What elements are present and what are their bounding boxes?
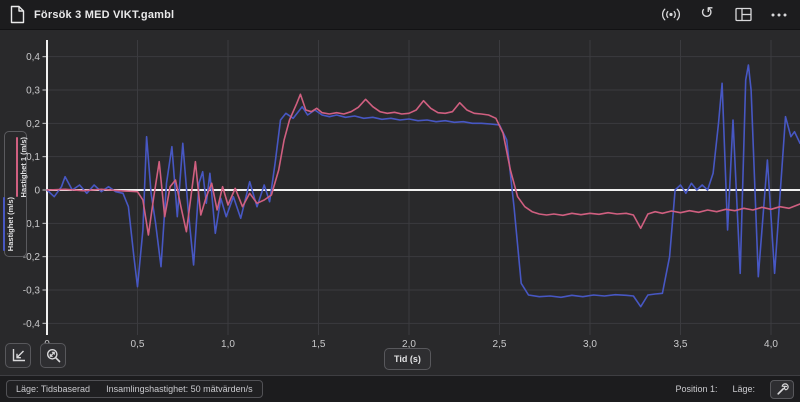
y-axis-series-1: Hastighet (m/s) [2,196,16,251]
svg-text:0,5: 0,5 [131,339,145,350]
svg-text:-0,1: -0,1 [23,219,41,230]
file-title[interactable]: Försök 3 MED VIKT.gambl [34,8,175,21]
sensor-signal-icon[interactable] [660,4,682,26]
svg-text:2,5: 2,5 [493,339,507,350]
svg-text:0,4: 0,4 [26,52,40,63]
graph-tools-button[interactable] [5,343,31,368]
svg-text:2,0: 2,0 [402,339,416,350]
more-options-icon[interactable] [768,4,790,26]
blue-series-color-bar [2,196,5,251]
graph-toolbar [5,343,66,368]
wrench-icon [776,382,789,395]
zoom-fit-button[interactable] [40,343,66,368]
x-axis-label-button[interactable]: Tid (s) [384,348,431,370]
layout-icon[interactable] [732,4,754,26]
top-bar: Försök 3 MED VIKT.gambl ↺ [0,0,800,30]
svg-text:-0,3: -0,3 [23,285,41,296]
mode-label: Läge: Tidsbaserad [16,384,91,394]
status-right: Position 1: Läge: [675,379,794,399]
rate-label: Insamlingshastighet: 50 mätvärden/s [106,384,253,394]
svg-text:-0,4: -0,4 [23,319,41,330]
graph-tools-icon [12,349,25,362]
svg-text:1,0: 1,0 [221,339,235,350]
svg-text:1,5: 1,5 [312,339,326,350]
svg-text:0,3: 0,3 [26,86,40,97]
topbar-actions: ↺ [660,4,790,26]
y-axis-label-button[interactable]: Hastighet (m/s) Hastighet 1 (m/s) [2,131,29,257]
svg-text:0,1: 0,1 [26,152,40,163]
document-icon [10,5,25,24]
velocity-time-plot[interactable]: 0,40,30,20,10-0,1-0,2-0,3-0,400,51,01,52… [0,30,800,376]
y-axis-label-blue: Hastighet (m/s) [5,196,15,251]
chart-region: 0,40,30,20,10-0,1-0,2-0,3-0,400,51,01,52… [0,30,800,375]
pink-series-color-bar [15,137,18,198]
reset-icon[interactable]: ↺ [700,4,714,22]
svg-text:-0,2: -0,2 [23,252,41,263]
svg-text:3,0: 3,0 [583,339,597,350]
zoom-fit-icon [46,349,60,363]
position-label: Position 1: [675,384,718,394]
svg-text:0,2: 0,2 [26,119,40,130]
lage-label: Läge: [732,384,755,394]
y-axis-label-pink: Hastighet 1 (m/s) [18,137,28,198]
sensor-settings-button[interactable] [770,379,794,399]
collection-settings-badge[interactable]: Läge: Tidsbaserad Insamlingshastighet: 5… [6,380,263,398]
svg-text:0: 0 [34,186,40,197]
svg-text:4,0: 4,0 [764,339,778,350]
status-bar: Läge: Tidsbaserad Insamlingshastighet: 5… [0,375,800,402]
y-axis-series-2: Hastighet 1 (m/s) [15,137,29,198]
svg-text:3,5: 3,5 [674,339,688,350]
